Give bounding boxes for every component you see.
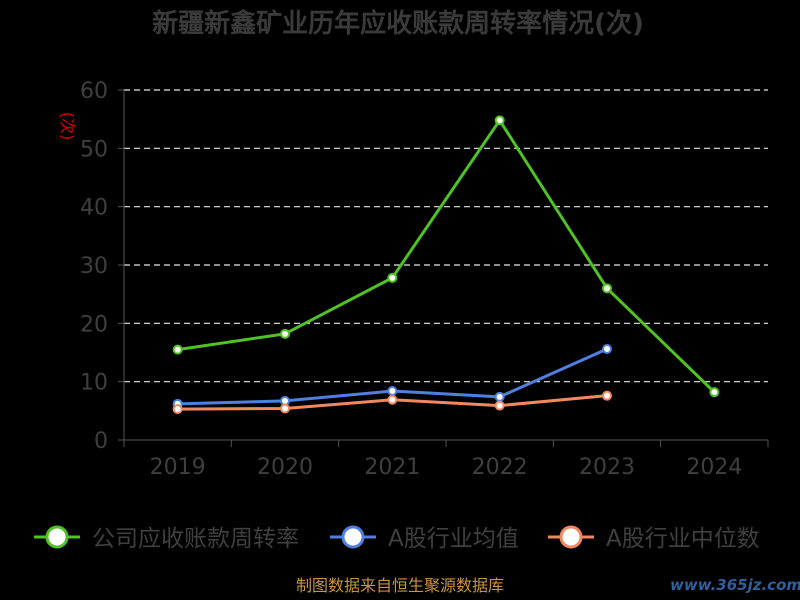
x-tick-label: 2024 <box>686 455 742 480</box>
y-tick-label: 40 <box>80 196 108 221</box>
data-point[interactable] <box>494 400 505 411</box>
series-0 <box>172 115 720 398</box>
y-tick-label: 20 <box>80 312 108 337</box>
y-tick-label: 30 <box>80 254 108 279</box>
x-tick-label: 2023 <box>579 455 635 480</box>
data-point[interactable] <box>709 387 720 398</box>
data-point[interactable] <box>387 394 398 405</box>
chart-title: 新疆新鑫矿业历年应收账款周转率情况(次) <box>152 8 644 39</box>
legend-item-1[interactable]: A股行业均值 <box>330 525 519 552</box>
axes: 0 10 20 30 40 50 60 2019 2020 2021 2022 2023 2024 <box>80 79 769 480</box>
legend-marker <box>341 525 365 549</box>
data-point[interactable] <box>280 328 290 339</box>
y-axis-label: (次) <box>58 112 77 141</box>
watermark: www.365jz.com <box>670 576 800 594</box>
data-source: 制图数据来自恒生聚源数据库 <box>296 576 504 595</box>
data-point[interactable] <box>494 391 505 402</box>
y-tick-label: 0 <box>94 429 108 454</box>
series-line <box>177 118 716 394</box>
legend[interactable]: 公司应收账款周转率 A股行业均值 A股行业中位数 <box>34 525 760 552</box>
data-point[interactable] <box>494 115 505 126</box>
grid <box>124 89 768 383</box>
data-point[interactable] <box>172 344 183 355</box>
x-tick-label: 2019 <box>150 455 206 480</box>
y-tick-label: 60 <box>80 79 108 104</box>
legend-item-0[interactable]: 公司应收账款周转率 <box>34 525 299 552</box>
legend-label: A股行业中位数 <box>606 526 760 552</box>
y-tick-label: 50 <box>80 137 108 162</box>
data-point[interactable] <box>602 344 612 354</box>
data-point[interactable] <box>602 283 612 294</box>
series-2 <box>172 390 612 415</box>
data-point[interactable] <box>387 272 398 283</box>
legend-marker <box>45 525 69 549</box>
legend-item-2[interactable]: A股行业中位数 <box>548 525 760 552</box>
legend-label: 公司应收账款周转率 <box>92 526 299 552</box>
series <box>172 115 720 415</box>
data-point[interactable] <box>280 403 290 414</box>
y-tick-label: 10 <box>80 371 108 396</box>
x-tick-label: 2021 <box>364 455 420 480</box>
data-point[interactable] <box>387 386 398 396</box>
x-tick-label: 2020 <box>257 455 313 480</box>
legend-marker <box>559 525 583 549</box>
legend-label: A股行业均值 <box>388 526 519 552</box>
data-point[interactable] <box>172 404 183 415</box>
x-tick-label: 2022 <box>472 455 528 480</box>
data-point[interactable] <box>602 390 612 401</box>
